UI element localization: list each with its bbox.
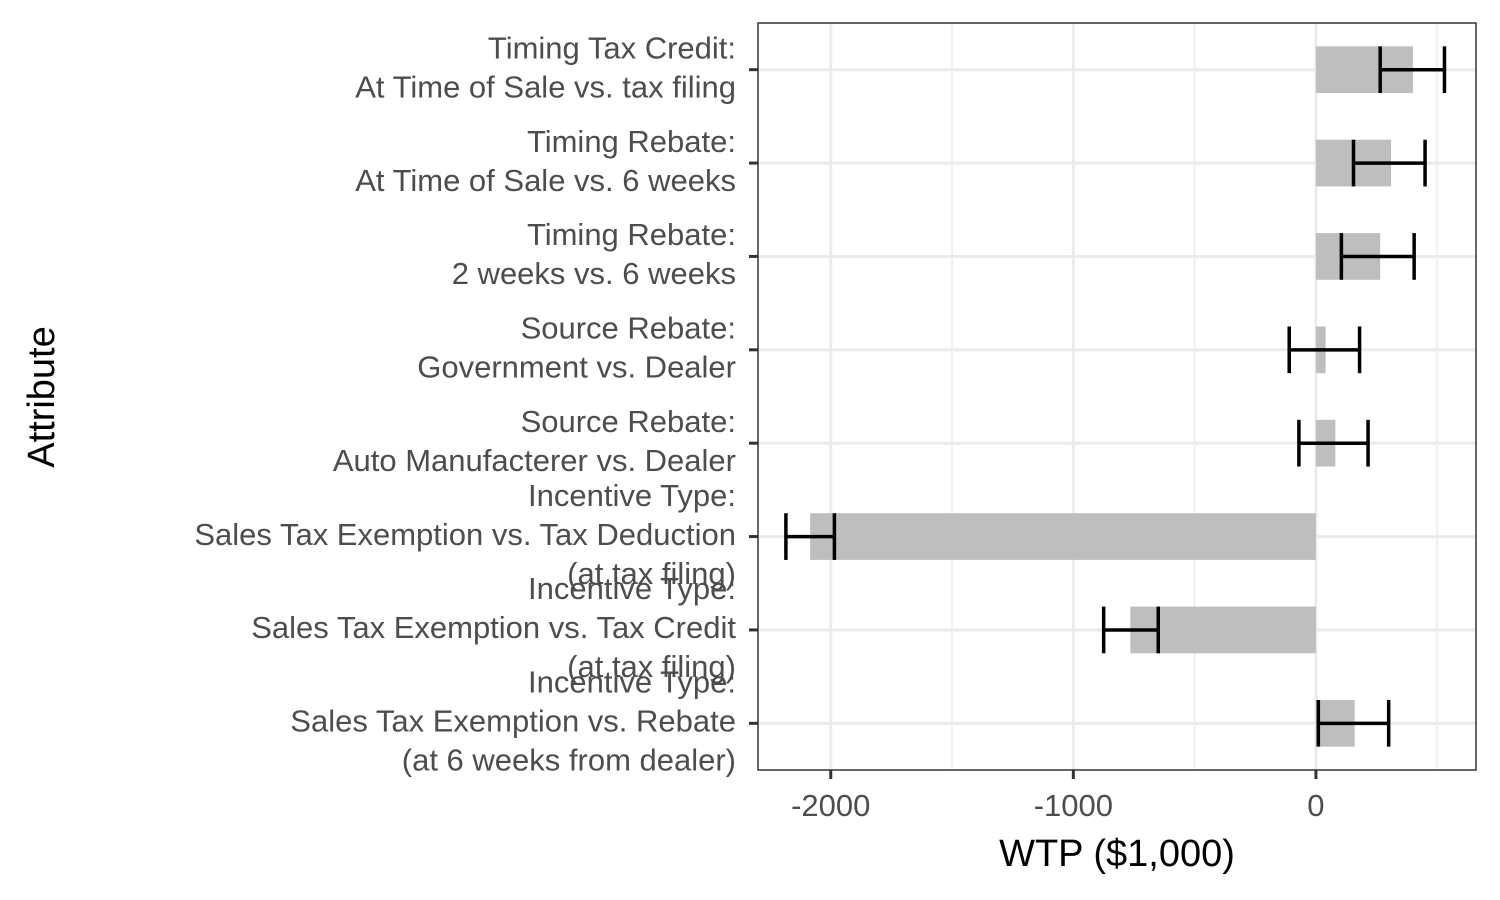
y-tick-label: Incentive Type: [528,478,736,513]
y-tick-label: Government vs. Dealer [417,350,736,385]
y-tick-label: Incentive Type: [528,665,736,700]
x-axis-ticks [829,770,1318,779]
y-tick-label: At Time of Sale vs. tax filing [355,69,736,104]
y-tick-label: Incentive Type: [528,571,736,606]
x-tick-label: -2000 [791,788,870,823]
x-axis-title: WTP ($1,000) [999,833,1235,875]
y-tick-label: At Time of Sale vs. 6 weeks [355,163,736,198]
y-tick-label: Sales Tax Exemption vs. Rebate [290,704,736,739]
y-tick-label: Sales Tax Exemption vs. Tax Credit [251,610,736,645]
y-axis-title: Attribute [21,326,63,468]
y-tick-label: Source Rebate: [521,404,736,439]
y-tick-label: Sales Tax Exemption vs. Tax Deduction [194,517,736,552]
y-axis-ticks [749,68,758,725]
x-axis-labels: -2000 -1000 0 [791,788,1324,823]
y-tick-label: (at tax filing) [567,649,736,684]
y-tick-label: Timing Rebate: [527,217,736,252]
bars [810,46,1413,747]
x-tick-label: -1000 [1034,788,1113,823]
y-tick-label: Auto Manufacterer vs. Dealer [333,443,736,478]
y-tick-label: (at 6 weeks from dealer) [402,743,736,778]
bar [1130,606,1316,654]
x-tick-label: 0 [1307,788,1324,823]
y-tick-label: Timing Tax Credit: [488,30,736,65]
y-axis-labels: Timing Tax Credit: At Time of Sale vs. ta… [194,30,736,777]
y-tick-label: 2 weeks vs. 6 weeks [452,256,736,291]
y-tick-label: (at tax filing) [567,556,736,591]
panel-border [757,22,1477,771]
bar [810,513,1316,560]
grid-lines [758,23,1476,770]
y-tick-label: Source Rebate: [521,311,736,346]
error-bars [784,46,1447,747]
y-tick-label: Timing Rebate: [527,124,736,159]
